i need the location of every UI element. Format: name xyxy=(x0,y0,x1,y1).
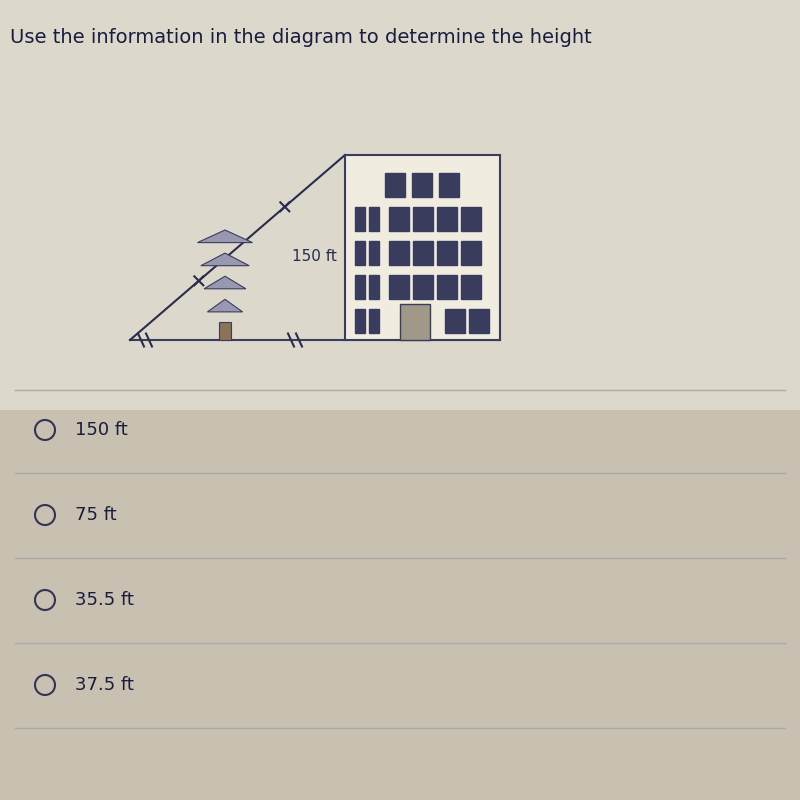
Bar xyxy=(439,173,459,197)
Bar xyxy=(0,410,800,800)
Text: Use the information in the diagram to determine the height: Use the information in the diagram to de… xyxy=(10,28,592,47)
Bar xyxy=(0,0,800,410)
Bar xyxy=(437,207,457,231)
Bar xyxy=(355,275,365,299)
Text: 150 ft: 150 ft xyxy=(75,421,128,439)
Bar xyxy=(385,173,405,197)
Bar xyxy=(400,304,430,340)
Text: 75 ft: 75 ft xyxy=(75,506,117,524)
Bar xyxy=(445,309,465,333)
Bar xyxy=(219,322,231,340)
Bar xyxy=(461,275,481,299)
Bar xyxy=(355,207,365,231)
Text: 150 ft: 150 ft xyxy=(292,250,337,264)
Bar xyxy=(355,241,365,265)
Bar xyxy=(389,207,409,231)
Text: 35.5 ft: 35.5 ft xyxy=(75,591,134,609)
Bar xyxy=(369,275,379,299)
Polygon shape xyxy=(201,253,250,266)
Bar xyxy=(413,241,433,265)
Bar xyxy=(412,173,432,197)
Bar xyxy=(369,309,379,333)
Bar xyxy=(461,207,481,231)
Polygon shape xyxy=(198,230,253,242)
Polygon shape xyxy=(204,276,246,289)
Bar xyxy=(389,275,409,299)
Bar xyxy=(345,155,500,340)
Polygon shape xyxy=(207,299,242,312)
Bar xyxy=(469,309,489,333)
Bar xyxy=(437,275,457,299)
Text: 37.5 ft: 37.5 ft xyxy=(75,676,134,694)
Bar xyxy=(437,241,457,265)
Bar xyxy=(369,207,379,231)
Bar xyxy=(389,241,409,265)
Bar xyxy=(461,241,481,265)
Bar xyxy=(355,309,365,333)
Bar xyxy=(413,207,433,231)
Bar xyxy=(413,275,433,299)
Bar xyxy=(369,241,379,265)
